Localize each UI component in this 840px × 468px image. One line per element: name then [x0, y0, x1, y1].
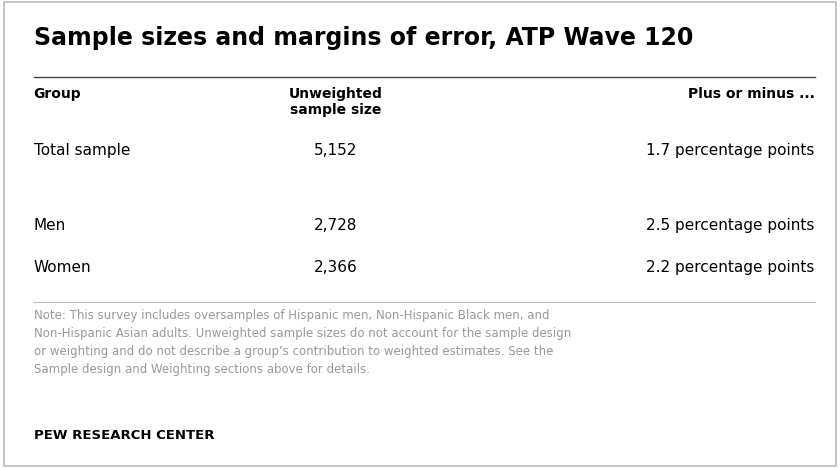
Text: Unweighted
sample size: Unweighted sample size: [289, 87, 383, 117]
Text: Total sample: Total sample: [34, 143, 130, 158]
Text: 5,152: 5,152: [314, 143, 358, 158]
Text: Women: Women: [34, 260, 92, 275]
Text: 2,366: 2,366: [314, 260, 358, 275]
Text: Group: Group: [34, 87, 81, 101]
Text: 1.7 percentage points: 1.7 percentage points: [647, 143, 815, 158]
Text: PEW RESEARCH CENTER: PEW RESEARCH CENTER: [34, 429, 214, 442]
Text: 2.2 percentage points: 2.2 percentage points: [647, 260, 815, 275]
Text: Sample sizes and margins of error, ATP Wave 120: Sample sizes and margins of error, ATP W…: [34, 26, 693, 50]
Text: Men: Men: [34, 218, 66, 233]
Text: 2,728: 2,728: [314, 218, 358, 233]
Text: Plus or minus ...: Plus or minus ...: [688, 87, 815, 101]
Text: 2.5 percentage points: 2.5 percentage points: [647, 218, 815, 233]
Text: Note: This survey includes oversamples of Hispanic men, Non-Hispanic Black men, : Note: This survey includes oversamples o…: [34, 309, 571, 376]
